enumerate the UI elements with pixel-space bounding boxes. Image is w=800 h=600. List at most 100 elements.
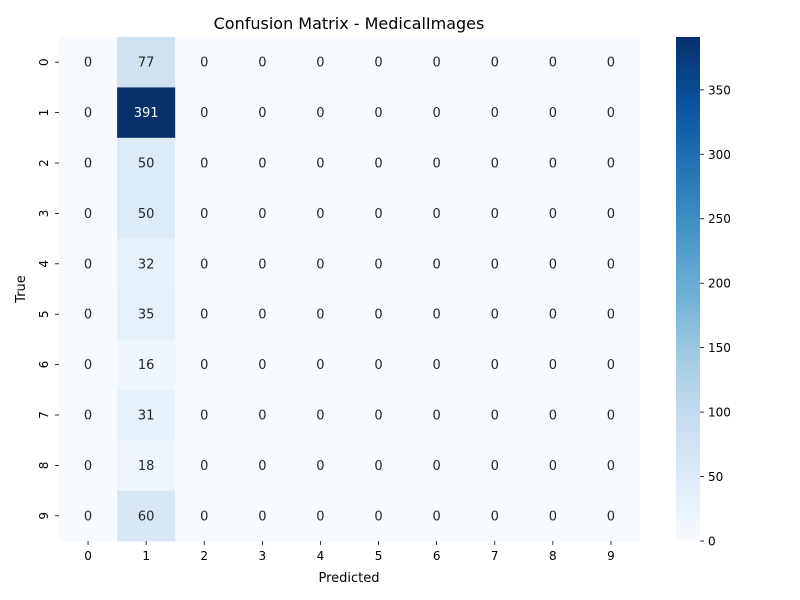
x-tick-label-6: 6 [433, 549, 441, 563]
y-axis-ticks: 0 1 2 3 4 5 6 7 8 9 [37, 58, 59, 520]
heatmap-cell-3-9 [581, 188, 641, 240]
heatmap-cell-0-0 [59, 37, 118, 88]
cell-value-4-1: 32 [138, 257, 155, 272]
cell-value-5-7: 0 [491, 308, 499, 323]
heatmap-cell-4-1 [117, 238, 176, 290]
cell-value-1-1: 391 [134, 106, 159, 121]
heatmap-cell-9-9 [581, 490, 641, 542]
cell-value-8-9: 0 [607, 459, 615, 474]
cell-value-7-3: 0 [258, 409, 266, 424]
heatmap-cell-0-3 [233, 37, 292, 88]
cell-value-6-7: 0 [491, 358, 499, 373]
cell-value-8-8: 0 [549, 459, 557, 474]
cell-value-8-0: 0 [84, 459, 92, 474]
cell-value-3-5: 0 [374, 207, 382, 222]
cell-value-1-2: 0 [200, 106, 208, 121]
heatmap-cell-8-2 [175, 440, 234, 492]
cell-value-0-5: 0 [374, 56, 382, 71]
heatmap-cell-3-5 [349, 188, 409, 240]
cell-value-9-7: 0 [491, 509, 499, 524]
cell-value-6-6: 0 [433, 358, 441, 373]
cell-value-2-9: 0 [607, 157, 615, 172]
y-tick-label-8: 8 [37, 462, 51, 470]
cell-value-4-6: 0 [433, 257, 441, 272]
x-tick-label-4: 4 [317, 549, 325, 563]
cell-value-1-3: 0 [258, 106, 266, 121]
heatmap-cell-1-7 [465, 87, 525, 139]
cell-value-6-2: 0 [200, 358, 208, 373]
heatmap-cell-1-4 [291, 87, 350, 139]
cell-value-2-6: 0 [433, 157, 441, 172]
heatmap-cell-5-7 [465, 289, 525, 340]
cell-value-4-5: 0 [374, 257, 382, 272]
cell-value-9-5: 0 [374, 509, 382, 524]
heatmap-cell-2-2 [175, 137, 234, 189]
colorbar-tick-label-50: 50 [708, 470, 723, 484]
cell-value-3-0: 0 [84, 207, 92, 222]
heatmap-cell-6-7 [465, 339, 525, 391]
colorbar-tick-label-100: 100 [708, 406, 731, 420]
heatmap-cell-9-6 [407, 490, 467, 542]
cell-value-4-8: 0 [549, 257, 557, 272]
cell-value-6-9: 0 [607, 358, 615, 373]
cell-value-3-8: 0 [549, 207, 557, 222]
x-tick-label-5: 5 [375, 549, 383, 563]
heatmap-cell-8-8 [523, 440, 583, 492]
cell-value-4-0: 0 [84, 257, 92, 272]
x-axis-label: Predicted [318, 571, 379, 586]
heatmap-cell-6-9 [581, 339, 641, 391]
x-axis-ticks: 0 1 2 3 4 5 6 7 8 9 [84, 541, 615, 563]
cell-value-5-3: 0 [258, 308, 266, 323]
cell-value-8-6: 0 [433, 459, 441, 474]
y-tick-label-6: 6 [37, 361, 51, 369]
heatmap-cell-7-9 [581, 389, 641, 441]
heatmap-cell-9-0 [59, 490, 118, 542]
cell-value-3-7: 0 [491, 207, 499, 222]
cell-value-7-1: 31 [138, 409, 155, 424]
y-tick-label-5: 5 [37, 310, 51, 318]
cell-value-2-7: 0 [491, 157, 499, 172]
cell-value-4-9: 0 [607, 257, 615, 272]
cell-value-1-9: 0 [607, 106, 615, 121]
heatmap-cell-0-2 [175, 37, 234, 88]
heatmap-cell-7-1 [117, 389, 176, 441]
heatmap-cell-7-3 [233, 389, 292, 441]
colorbar-tick-label-0: 0 [708, 535, 716, 549]
cell-value-8-1: 18 [138, 459, 155, 474]
cell-value-0-8: 0 [549, 56, 557, 71]
heatmap-cell-5-8 [523, 289, 583, 340]
cell-value-9-9: 0 [607, 509, 615, 524]
heatmap-cell-7-8 [523, 389, 583, 441]
heatmap-cell-9-1 [117, 490, 176, 542]
y-tick-label-3: 3 [37, 210, 51, 218]
cell-value-6-0: 0 [84, 358, 92, 373]
cell-value-3-3: 0 [258, 207, 266, 222]
colorbar: 0 50 100 150 200 250 300 350 [676, 37, 731, 549]
cell-value-6-3: 0 [258, 358, 266, 373]
heatmap-cell-7-7 [465, 389, 525, 441]
y-tick-label-4: 4 [37, 260, 51, 268]
cell-value-4-2: 0 [200, 257, 208, 272]
heatmap-cell-8-5 [349, 440, 409, 492]
cell-value-2-0: 0 [84, 157, 92, 172]
cell-value-9-8: 0 [549, 509, 557, 524]
heatmap-cell-9-7 [465, 490, 525, 542]
heatmap-cell-6-3 [233, 339, 292, 391]
heatmap-cell-2-6 [407, 137, 467, 189]
cell-value-7-9: 0 [607, 409, 615, 424]
heatmap-cell-9-5 [349, 490, 409, 542]
heatmap-cell-8-1 [117, 440, 176, 492]
cell-value-2-3: 0 [258, 157, 266, 172]
cell-value-5-0: 0 [84, 308, 92, 323]
cell-value-5-4: 0 [316, 308, 324, 323]
heatmap-cell-5-6 [407, 289, 467, 340]
cell-value-1-5: 0 [374, 106, 382, 121]
heatmap-cell-3-1 [117, 188, 176, 240]
cell-value-7-5: 0 [374, 409, 382, 424]
colorbar-tick-label-300: 300 [708, 148, 731, 162]
heatmap-cell-8-0 [59, 440, 118, 492]
heatmap-cell-5-5 [349, 289, 409, 340]
heatmap-cell-7-5 [349, 389, 409, 441]
cell-value-7-7: 0 [491, 409, 499, 424]
x-tick-label-8: 8 [549, 549, 557, 563]
